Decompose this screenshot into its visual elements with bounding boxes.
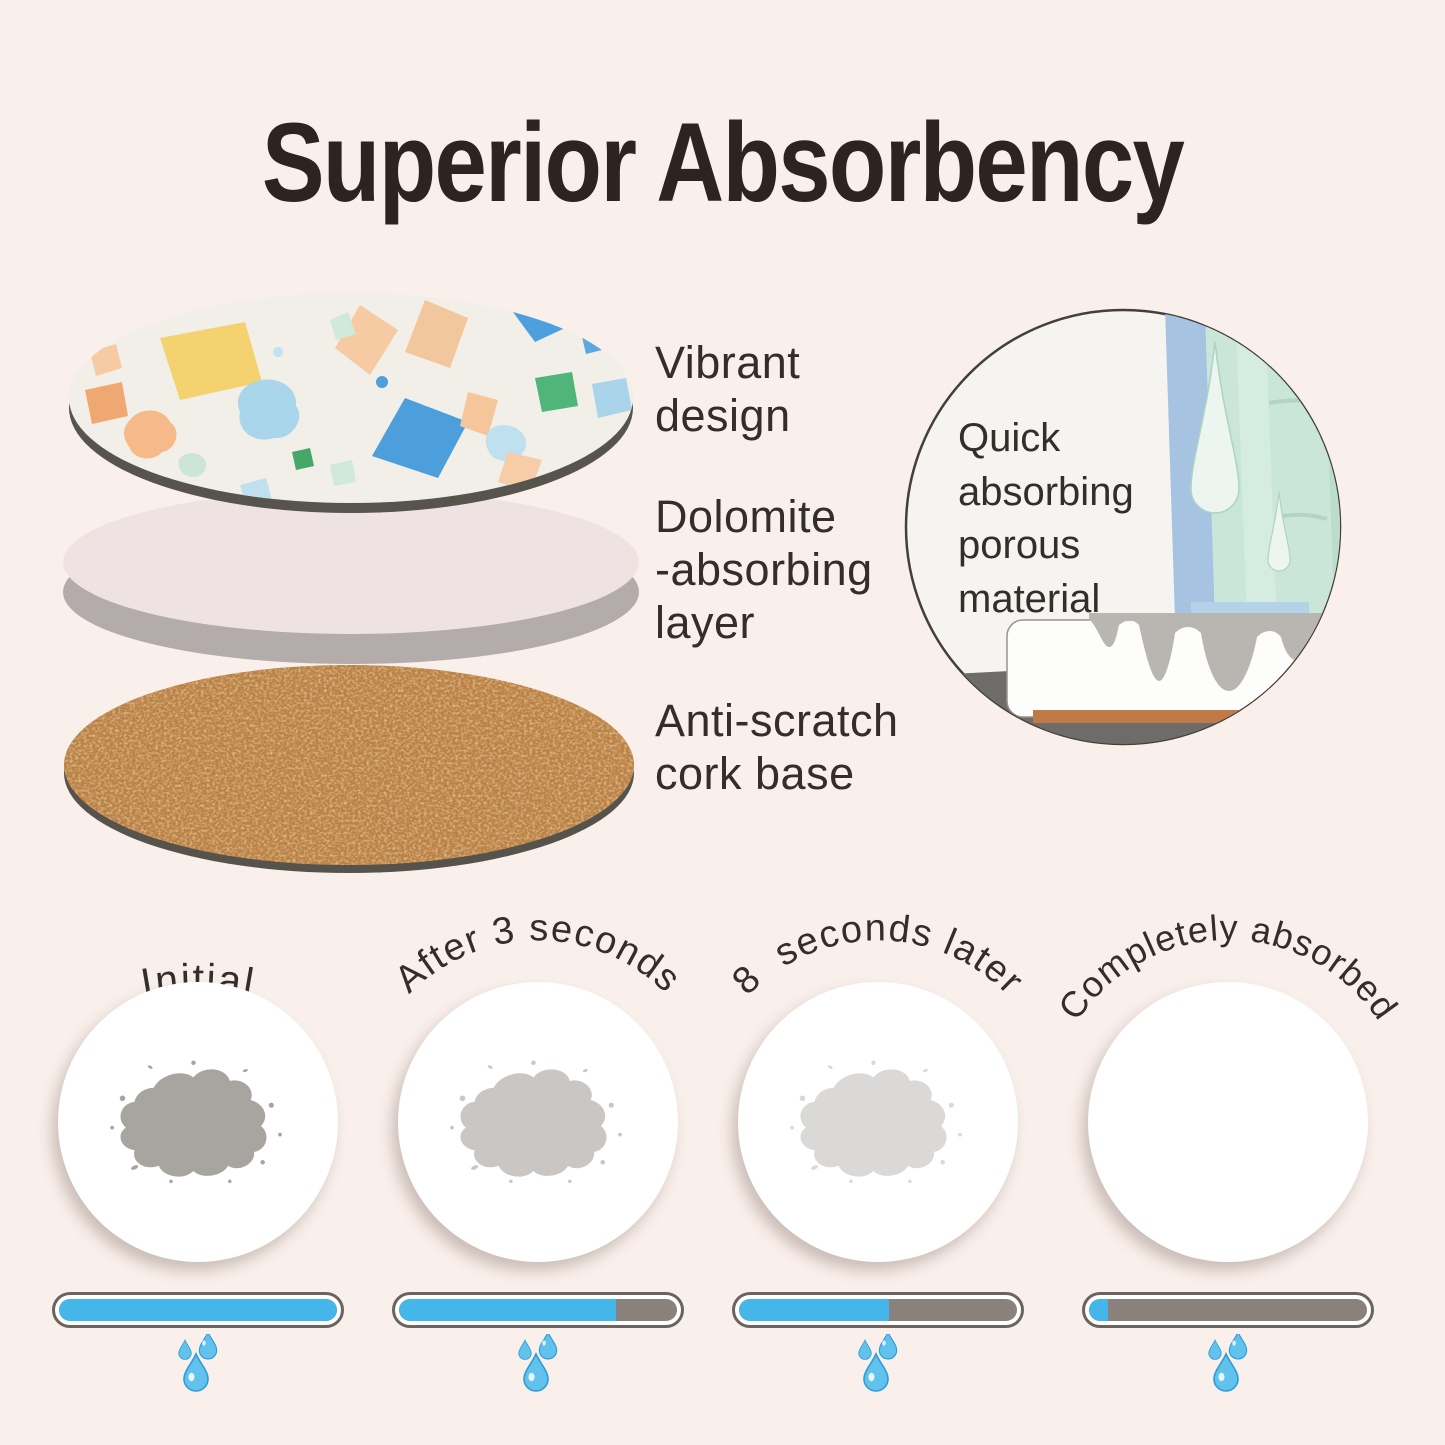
absorption-progress-bar (392, 1292, 684, 1328)
layer-label-cork-base: Anti-scratch cork base (655, 695, 899, 800)
layer-label-vibrant-design: Vibrant design (655, 337, 801, 442)
dolomite-layer (63, 490, 639, 664)
stage-initial: Initial (28, 920, 368, 1430)
coaster-sample (58, 982, 338, 1262)
page-title: Superior Absorbency (261, 100, 1185, 225)
condensation-drop-large (1190, 341, 1240, 514)
water-stain (790, 1060, 962, 1183)
coaster-sample (738, 982, 1018, 1262)
condensation-drop-small (1267, 492, 1291, 572)
water-drops-icon (1207, 1334, 1248, 1392)
terrazzo-top-layer (69, 293, 633, 513)
water-stain (110, 1060, 282, 1183)
coaster-cork-strip (1033, 710, 1327, 723)
layer-label-dolomite: Dolomite -absorbing layer (655, 491, 873, 649)
stage-8-seconds-later: 8 seconds later (708, 907, 1048, 1430)
absorbency-inset-illustration (904, 308, 1342, 746)
coaster-sample (1088, 982, 1368, 1262)
absorption-progress-bar (1082, 1292, 1374, 1328)
water-drops-icon (177, 1334, 218, 1392)
absorption-progress-bar (732, 1292, 1024, 1328)
water-stain (450, 1060, 622, 1183)
cork-base-layer (64, 665, 634, 873)
absorption-progress-bar (52, 1292, 344, 1328)
absorbed-liquid (1089, 613, 1340, 691)
water-drops-icon (857, 1334, 898, 1392)
stage-after-3-seconds: After 3 seconds (368, 907, 708, 1430)
coaster-layers-illustration (63, 293, 639, 873)
coaster-sample (398, 982, 678, 1262)
stage-completely-absorbed: Completely absorbed (1050, 907, 1405, 1430)
absorbency-inset: Quick absorbing porous material (903, 307, 1343, 747)
inset-caption: Quick absorbing porous material (958, 416, 1134, 621)
water-drops-icon (517, 1334, 558, 1392)
